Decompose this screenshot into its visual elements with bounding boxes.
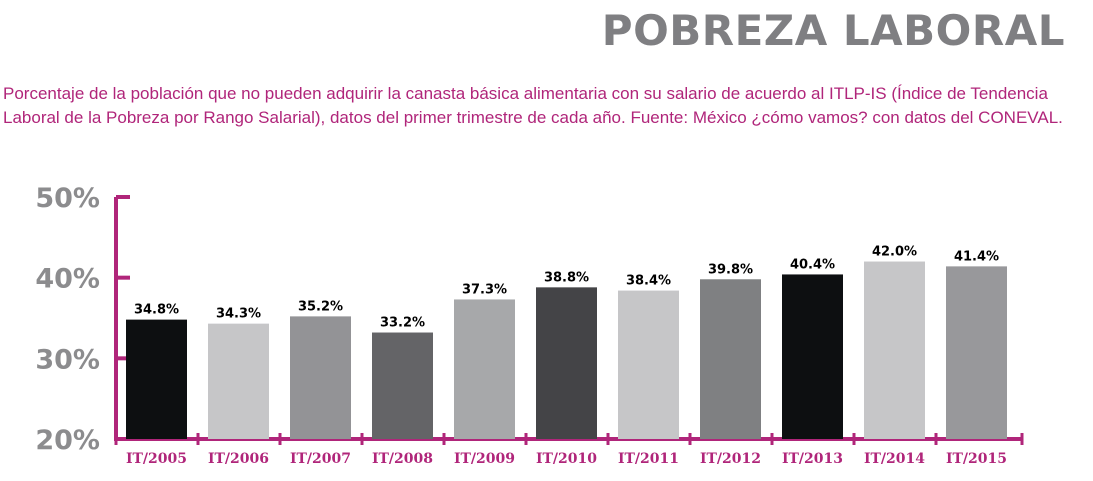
x-tick-label: IT/2008 [372,451,433,467]
x-tick-label: IT/2015 [946,451,1007,467]
x-tick-label: IT/2009 [454,451,515,467]
bar [782,274,843,439]
bar [208,323,269,439]
x-tick-label: IT/2005 [126,451,187,467]
chart-subtitle: Porcentaje de la población que no pueden… [3,84,1063,127]
data-label: 34.3% [216,307,261,322]
bar [372,332,433,439]
data-label: 41.4% [954,249,999,264]
data-label: 33.2% [380,316,425,331]
bar [864,261,925,439]
data-label: 38.8% [544,270,589,285]
chart-title: POBREZA LABORAL [601,6,1065,55]
y-tick-label: 40% [35,264,100,295]
data-label: 40.4% [790,257,835,272]
x-tick-label: IT/2014 [864,451,925,467]
x-tick-label: IT/2010 [536,451,597,467]
data-label: 39.8% [708,262,753,277]
data-label: 37.3% [462,282,507,297]
y-tick-label: 50% [35,183,100,214]
bar [454,299,515,439]
data-label: 38.4% [626,274,671,289]
bar [946,266,1007,439]
bar [700,279,761,439]
data-label: 35.2% [298,299,343,314]
y-tick-label: 20% [35,425,100,456]
bar [290,316,351,439]
bar [618,290,679,439]
x-tick-label: IT/2013 [782,451,843,467]
data-label: 34.8% [134,303,179,318]
x-tick-label: IT/2011 [618,451,679,467]
y-tick-label: 30% [35,344,100,375]
data-label: 42.0% [872,245,917,260]
bar [126,319,187,439]
x-tick-label: IT/2007 [290,451,351,467]
x-tick-label: IT/2006 [208,451,269,467]
x-tick-label: IT/2012 [700,451,761,467]
bar [536,287,597,439]
